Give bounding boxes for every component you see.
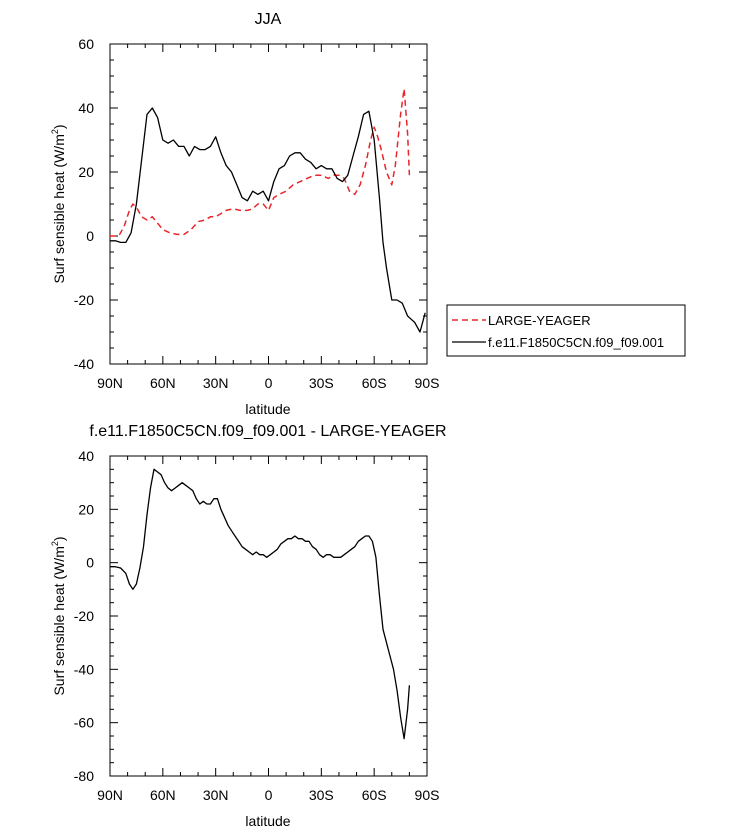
y-tick-label: 20	[78, 501, 94, 517]
top-chart-title: JJA	[255, 11, 282, 28]
legend-label-f1850: f.e11.F1850C5CN.f09_f09.001	[488, 335, 664, 350]
top-x-axis: 90N 60N 30N 0 30S 60S 90S	[97, 44, 439, 391]
x-tick-label: 30N	[203, 375, 229, 391]
y-tick-label: -60	[74, 715, 94, 731]
x-tick-label: 60N	[150, 375, 176, 391]
y-tick-label: 40	[78, 448, 94, 464]
bottom-x-axis: 90N 60N 30N 0 30S 60S 90S	[97, 456, 439, 803]
y-tick-label: 0	[86, 555, 94, 571]
y-tick-label: 20	[78, 164, 94, 180]
y-tick-label: 60	[78, 36, 94, 52]
top-panel: JJA 90N 60N 30N 0 30S 60S 90S -40 -20 0 20 40 60 la…	[50, 11, 439, 417]
y-tick-label: 0	[86, 228, 94, 244]
bottom-y-axis: -80 -60 -40 -20 0 20 40	[74, 448, 427, 784]
y-tick-label: -80	[74, 768, 94, 784]
bottom-chart-title: f.e11.F1850C5CN.f09_f09.001 - LARGE-YEAG…	[89, 423, 446, 440]
bottom-y-axis-title: Surf sensible heat (W/m2)	[50, 536, 67, 695]
bottom-panel: f.e11.F1850C5CN.f09_f09.001 - LARGE-YEAG…	[50, 423, 447, 829]
top-x-axis-title: latitude	[245, 401, 290, 417]
series-line-f-e11-f1850c5cn-f09-f09-001	[110, 107, 426, 333]
y-tick-label: 40	[78, 100, 94, 116]
series-line-large-yeager	[110, 88, 411, 237]
x-tick-label: 90S	[415, 375, 440, 391]
y-tick-label: -20	[74, 608, 94, 624]
bottom-series-group	[110, 468, 411, 740]
x-tick-label: 90N	[97, 375, 123, 391]
x-tick-label: 60S	[362, 375, 387, 391]
x-tick-label: 60S	[362, 787, 387, 803]
x-tick-label: 0	[265, 787, 273, 803]
x-tick-label: 30S	[309, 787, 334, 803]
legend: LARGE-YEAGER f.e11.F1850C5CN.f09_f09.001	[446, 304, 686, 357]
x-tick-label: 0	[265, 375, 273, 391]
x-tick-label: 30N	[203, 787, 229, 803]
top-y-axis: -40 -20 0 20 40 60	[74, 36, 427, 372]
y-tick-label: -40	[74, 356, 94, 372]
bottom-x-axis-title: latitude	[245, 813, 290, 829]
y-tick-label: -20	[74, 292, 94, 308]
series-line-difference	[110, 468, 411, 740]
x-tick-label: 60N	[150, 787, 176, 803]
top-series-group	[110, 88, 426, 333]
x-tick-label: 90S	[415, 787, 440, 803]
legend-label-large-yeager: LARGE-YEAGER	[488, 313, 591, 328]
legend-box	[446, 304, 686, 357]
x-tick-label: 90N	[97, 787, 123, 803]
x-tick-label: 30S	[309, 375, 334, 391]
y-tick-label: -40	[74, 661, 94, 677]
top-y-axis-title: Surf sensible heat (W/m2)	[50, 124, 67, 283]
bottom-plot-frame	[109, 455, 428, 777]
